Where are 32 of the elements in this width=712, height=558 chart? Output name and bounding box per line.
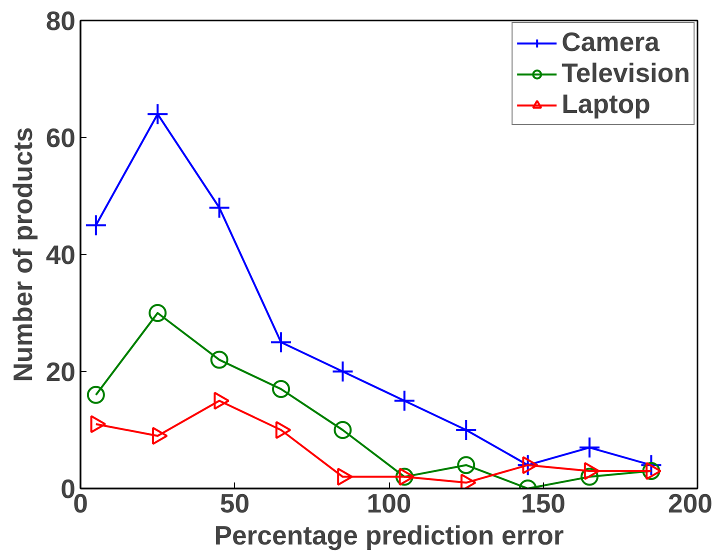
point xyxy=(270,331,292,354)
point xyxy=(272,380,290,398)
legend-label: Camera xyxy=(562,27,660,58)
point xyxy=(393,390,416,412)
x-tick-label: 200 xyxy=(668,488,712,518)
y-tick-label: 40 xyxy=(46,240,76,270)
x-tick-label: 100 xyxy=(366,488,412,518)
y-tick-label: 60 xyxy=(46,123,76,153)
point xyxy=(580,468,599,486)
point xyxy=(578,436,601,459)
legend-label: Laptop xyxy=(562,89,650,120)
y-axis-title: Number of products xyxy=(8,127,38,382)
point xyxy=(457,456,476,474)
point xyxy=(395,468,414,486)
x-axis-title: Percentage prediction error xyxy=(214,520,564,550)
point xyxy=(455,419,478,441)
x-tick-label: 150 xyxy=(521,488,566,518)
point xyxy=(334,421,352,439)
point xyxy=(210,350,228,369)
point xyxy=(640,454,662,476)
y-tick-label: 80 xyxy=(46,6,76,36)
x-tick-label: 50 xyxy=(220,488,250,518)
point xyxy=(86,386,105,404)
point xyxy=(332,360,354,382)
point xyxy=(84,214,107,236)
legend-label: Television xyxy=(562,58,690,89)
point xyxy=(642,462,660,480)
y-tick-label: 20 xyxy=(46,357,76,387)
point xyxy=(516,454,539,476)
point xyxy=(146,103,169,126)
point xyxy=(208,196,230,219)
point xyxy=(148,304,167,322)
